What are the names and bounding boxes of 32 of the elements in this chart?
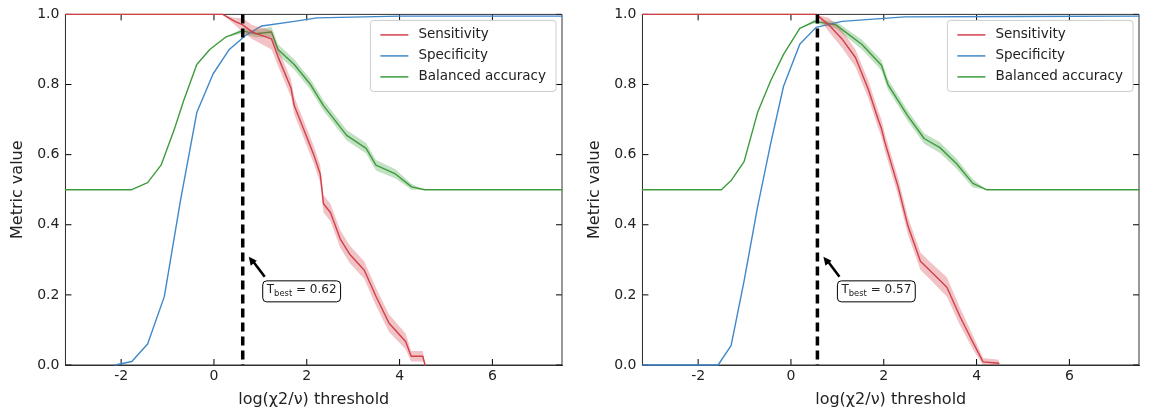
y-tick-label: 0.0 [37, 355, 60, 372]
legend-label: Specificity [995, 46, 1065, 63]
y-tick-label: 0.8 [614, 75, 637, 92]
x-tick-label: 4 [395, 367, 405, 384]
x-axis-title: log(χ2/ν) threshold [815, 388, 967, 408]
legend-label: Sensitivity [418, 25, 489, 42]
x-tick-label: -2 [114, 367, 129, 384]
x-tick-label: 6 [487, 367, 497, 384]
legend-label: Balanced accuracy [995, 67, 1124, 84]
y-tick-label: 0.4 [37, 215, 60, 232]
x-tick-label: 4 [972, 367, 982, 384]
x-axis-title: log(χ2/ν) threshold [238, 388, 390, 408]
y-tick-label: 0.2 [614, 285, 637, 302]
y-tick-label: 0.2 [37, 285, 60, 302]
legend-label: Sensitivity [995, 25, 1066, 42]
y-tick-label: 0.0 [614, 355, 637, 372]
y-tick-label: 0.8 [37, 75, 60, 92]
legend-label: Balanced accuracy [418, 67, 547, 84]
y-axis-title: Metric value [6, 140, 26, 239]
x-tick-label: 6 [1064, 367, 1074, 384]
y-tick-label: 0.6 [614, 145, 637, 162]
y-tick-label: 0.6 [37, 145, 60, 162]
y-tick-label: 0.4 [614, 215, 637, 232]
x-tick-label: 2 [302, 367, 312, 384]
legend-label: Specificity [418, 46, 488, 63]
y-tick-label: 1.0 [37, 5, 60, 22]
y-axis-title: Metric value [583, 140, 603, 239]
x-tick-label: 2 [879, 367, 889, 384]
x-tick-label: -2 [691, 367, 706, 384]
x-tick-label: 0 [209, 367, 219, 384]
x-tick-label: 0 [786, 367, 796, 384]
y-tick-label: 1.0 [614, 5, 637, 22]
